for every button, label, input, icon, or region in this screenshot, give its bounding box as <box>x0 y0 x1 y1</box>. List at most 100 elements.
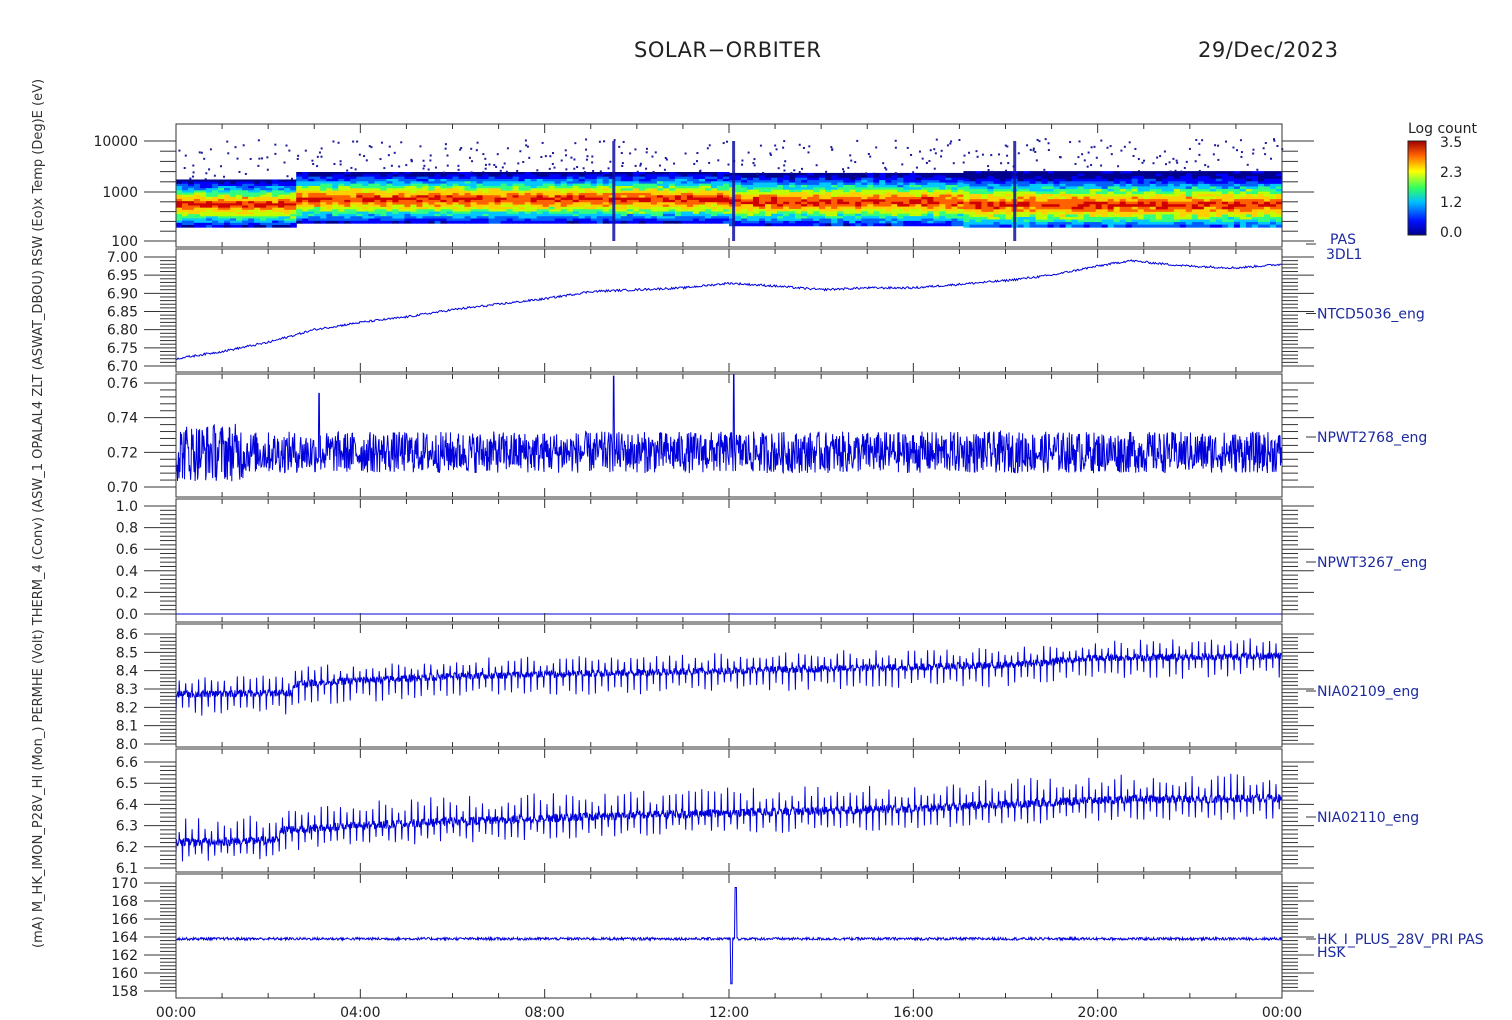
spectrogram-cell <box>735 216 742 220</box>
spectrogram-cell <box>278 224 285 228</box>
spectrogram-cell <box>392 213 400 217</box>
spectrogram-cell <box>969 224 977 228</box>
spectrogram-cell <box>188 205 195 209</box>
spectrogram-cell <box>1251 206 1259 210</box>
spectrogram-cell <box>380 204 387 208</box>
spectrogram-cell <box>849 172 856 176</box>
spectrogram-cell <box>735 196 742 200</box>
spectrogram-cell <box>470 216 478 220</box>
spectrogram-cell <box>1023 188 1031 192</box>
spectrogram-cell <box>242 188 249 191</box>
spectrogram-speck <box>997 153 1000 156</box>
spectrogram-cell <box>698 199 706 203</box>
spectrogram-cell <box>1059 201 1067 205</box>
spectrogram-cell <box>476 218 484 222</box>
spectrogram-cell <box>993 183 1001 187</box>
spectrogram-cell <box>981 224 989 228</box>
spectrogram-speck <box>429 154 432 157</box>
spectrogram-cell <box>374 213 381 217</box>
spectrogram-cell <box>993 204 1001 208</box>
spectrogram-cell <box>921 189 928 193</box>
spectrogram-speck <box>753 158 756 161</box>
spectrogram-cell <box>801 204 808 208</box>
spectrogram-cell <box>771 194 778 198</box>
spectrogram-cell <box>494 188 502 192</box>
spectrogram-speck <box>1276 145 1279 148</box>
spectrogram-cell <box>1221 209 1229 213</box>
spectrogram-cell <box>194 203 201 206</box>
spectrogram-cell <box>710 204 718 208</box>
spectrogram-speck <box>380 141 383 144</box>
spectrogram-cell <box>404 192 412 196</box>
spectrogram-cell <box>410 220 418 224</box>
spectrogram-cell <box>765 204 772 208</box>
spectrogram-cell <box>302 220 309 224</box>
spectrogram-cell <box>909 206 916 210</box>
spectrogram-cell <box>620 213 628 217</box>
spectrogram-cell <box>548 171 556 175</box>
spectrogram-cell <box>308 209 315 213</box>
spectrogram-cell <box>1257 211 1265 215</box>
spectrogram-cell <box>1131 186 1139 190</box>
spectrogram-cell <box>566 195 574 199</box>
spectrogram-cell <box>825 211 832 215</box>
spectrogram-cell <box>735 175 742 179</box>
spectrogram-cell <box>945 180 953 184</box>
spectrogram-cell <box>903 211 910 215</box>
spectrogram-cell <box>783 213 790 217</box>
spectrogram-cell <box>284 218 291 222</box>
spectrogram-cell <box>1143 209 1151 213</box>
spectrogram-cell <box>590 176 598 180</box>
spectrogram-cell <box>338 176 345 180</box>
spectrogram-cell <box>560 190 568 194</box>
spectrogram-cell <box>897 182 904 186</box>
spectrogram-cell <box>374 220 381 224</box>
spectrogram-cell <box>951 180 959 184</box>
spectrogram-cell <box>338 188 345 192</box>
spectrogram-cell <box>951 194 959 198</box>
spectrogram-cell <box>500 174 508 178</box>
spectrogram-cell <box>266 220 273 224</box>
spectrogram-speck <box>856 139 859 142</box>
spectrogram-cell <box>296 188 303 192</box>
spectrogram-cell <box>1245 206 1253 210</box>
spectrogram-cell <box>789 177 796 181</box>
spectrogram-cell <box>807 216 814 220</box>
spectrogram-cell <box>885 206 892 210</box>
spectrogram-speck <box>1137 158 1140 161</box>
spectrogram-cell <box>1089 191 1097 195</box>
spectrogram-cell <box>296 202 303 206</box>
spectrogram-cell <box>620 185 628 189</box>
spectrogram-cell <box>1239 204 1247 208</box>
spectrogram-cell <box>440 176 448 180</box>
spectrogram-cell <box>975 214 983 218</box>
spectrogram-cell <box>843 208 850 212</box>
spectrogram-cell <box>1227 219 1235 223</box>
spectrogram-cell <box>638 178 646 182</box>
spectrogram-cell <box>416 202 424 206</box>
spectrogram-cell <box>692 197 700 201</box>
spectrogram-cell <box>771 206 778 210</box>
spectrogram-cell <box>506 206 514 210</box>
spectrogram-cell <box>987 178 995 182</box>
spectrogram-cell <box>296 204 303 208</box>
spectrogram-cell <box>1251 196 1259 200</box>
spectrogram-cell <box>765 216 772 220</box>
spectrogram-cell <box>1233 181 1241 185</box>
spectrogram-cell <box>578 220 586 224</box>
spectrogram-cell <box>512 206 520 210</box>
spectrogram-cell <box>416 176 424 180</box>
spectrogram-cell <box>831 177 838 181</box>
spectrogram-cell <box>470 213 478 217</box>
spectrogram-cell <box>909 223 916 227</box>
spectrogram-cell <box>747 180 754 184</box>
spectrogram-cell <box>452 202 460 206</box>
spectrogram-cell <box>909 196 916 200</box>
spectrogram-cell <box>470 192 478 196</box>
spectrogram-cell <box>1227 216 1235 221</box>
spectrogram-cell <box>626 197 634 201</box>
spectrogram-cell <box>710 181 718 185</box>
spectrogram-cell <box>1191 191 1199 195</box>
spectrogram-cell <box>272 207 279 211</box>
spectrogram-cell <box>182 220 189 224</box>
